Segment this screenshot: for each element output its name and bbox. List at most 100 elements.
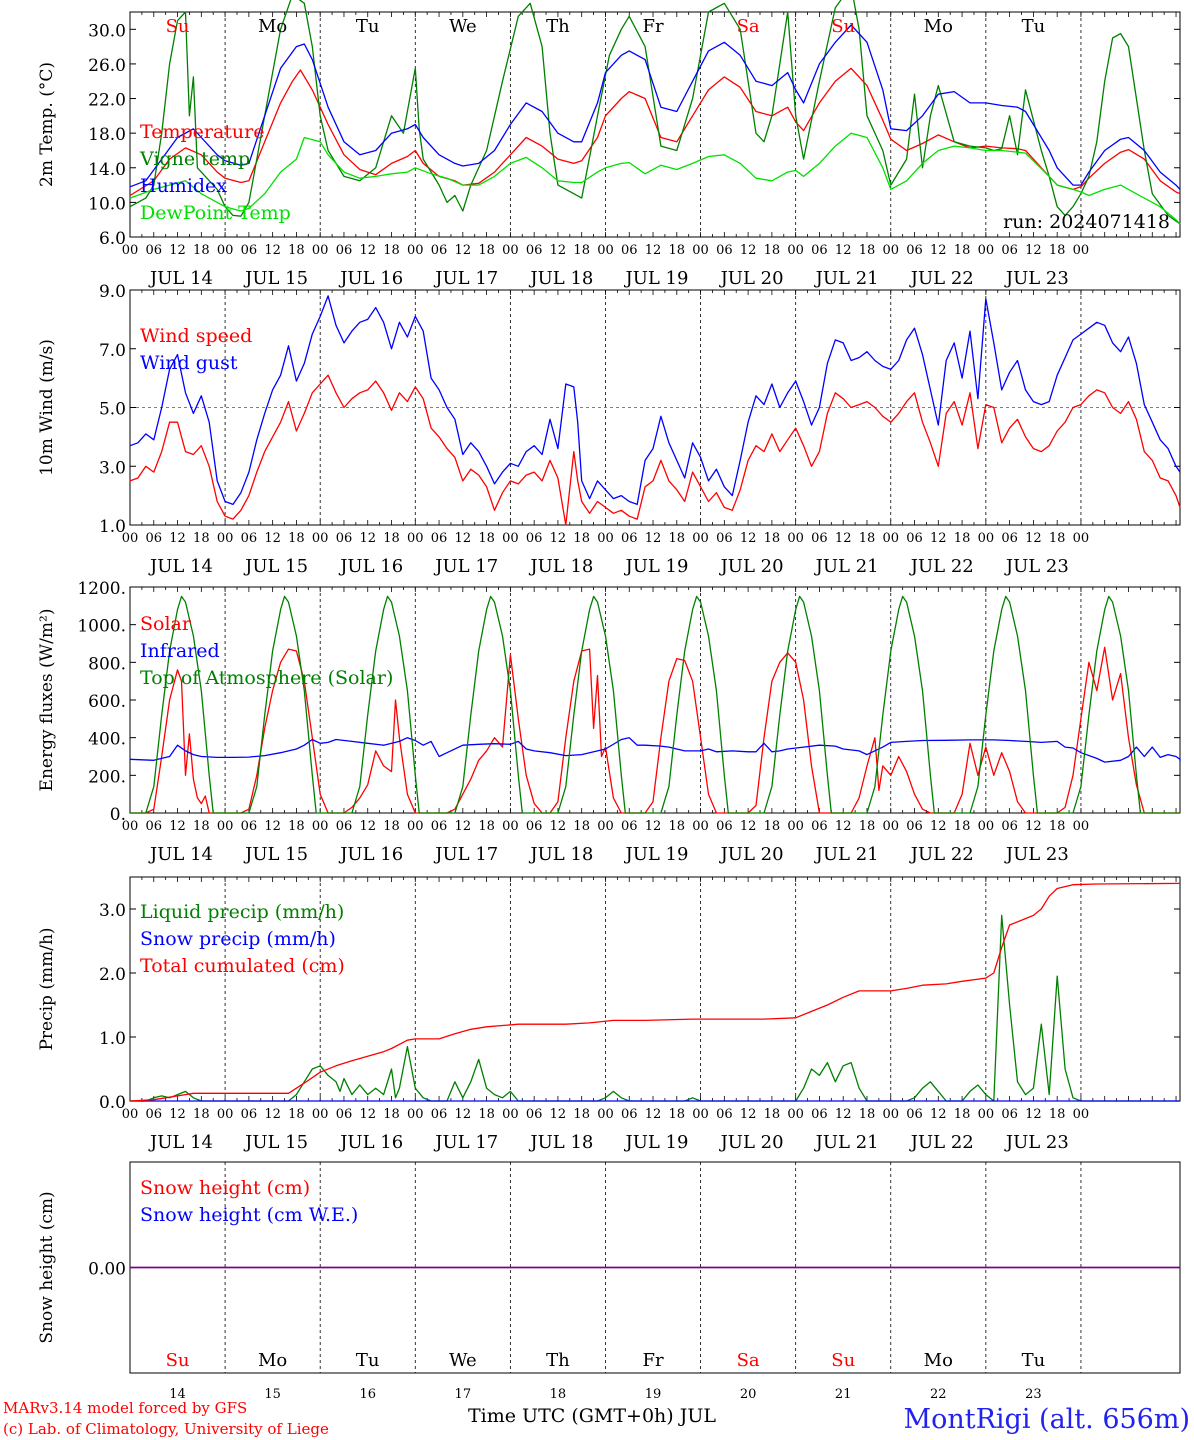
day-name: Tu bbox=[356, 1350, 380, 1371]
legend-entry: Wind gust bbox=[140, 352, 238, 374]
day-name: Fr bbox=[642, 16, 663, 37]
hour-label: 18 bbox=[288, 819, 305, 834]
hour-label: 18 bbox=[954, 243, 971, 258]
hour-label: 12 bbox=[550, 243, 567, 258]
hour-label: 00 bbox=[407, 243, 424, 258]
date-label: JUL 21 bbox=[814, 844, 879, 865]
hour-label: 06 bbox=[906, 243, 923, 258]
hour-label: 12 bbox=[930, 243, 947, 258]
hour-label: 12 bbox=[550, 819, 567, 834]
hour-label: 06 bbox=[336, 1107, 353, 1122]
day-number: 21 bbox=[835, 1387, 852, 1402]
hour-label: 18 bbox=[288, 531, 305, 546]
hour-label: 12 bbox=[455, 243, 472, 258]
hour-label: 18 bbox=[383, 1107, 400, 1122]
day-name: Su bbox=[166, 1350, 190, 1371]
hour-label: 06 bbox=[906, 1107, 923, 1122]
series-line bbox=[129, 882, 1181, 1102]
y-tick-label: 0.0 bbox=[99, 1093, 126, 1113]
hour-label: 12 bbox=[645, 819, 662, 834]
day-name: Su bbox=[166, 16, 190, 37]
hour-label: 18 bbox=[573, 1107, 590, 1122]
hour-label: 00 bbox=[1073, 819, 1090, 834]
hour-label: 00 bbox=[692, 1107, 709, 1122]
day-number: 16 bbox=[359, 1387, 376, 1402]
hour-label: 12 bbox=[740, 243, 757, 258]
day-number: 19 bbox=[645, 1387, 662, 1402]
hour-label: 00 bbox=[1073, 1107, 1090, 1122]
date-label: JUL 17 bbox=[433, 1132, 498, 1153]
hour-label: 18 bbox=[764, 819, 781, 834]
y-tick-label: 1.0 bbox=[99, 517, 126, 537]
hour-label: 18 bbox=[478, 531, 495, 546]
hour-label: 00 bbox=[407, 819, 424, 834]
hour-label: 06 bbox=[811, 1107, 828, 1122]
hour-label: 12 bbox=[645, 1107, 662, 1122]
hour-label: 12 bbox=[359, 531, 376, 546]
hour-label: 06 bbox=[336, 819, 353, 834]
hour-label: 12 bbox=[740, 531, 757, 546]
hour-label: 12 bbox=[359, 243, 376, 258]
day-name: Mo bbox=[258, 1350, 287, 1371]
date-label: JUL 17 bbox=[433, 268, 498, 289]
date-label: JUL 18 bbox=[528, 844, 593, 865]
day-number: 17 bbox=[455, 1387, 472, 1402]
date-label: JUL 22 bbox=[909, 844, 974, 865]
hour-label: 06 bbox=[146, 531, 163, 546]
hour-label: 12 bbox=[264, 243, 281, 258]
date-label: JUL 22 bbox=[909, 556, 974, 577]
hour-label: 18 bbox=[669, 243, 686, 258]
y-tick-label: 5.0 bbox=[99, 400, 126, 420]
hour-label: 18 bbox=[573, 243, 590, 258]
hour-label: 12 bbox=[740, 819, 757, 834]
hour-label: 18 bbox=[573, 819, 590, 834]
hour-label: 18 bbox=[1049, 1107, 1066, 1122]
y-tick-label: 9.0 bbox=[99, 282, 126, 302]
hour-label: 00 bbox=[597, 243, 614, 258]
hour-label: 00 bbox=[502, 243, 519, 258]
hour-label: 00 bbox=[122, 1107, 139, 1122]
y-tick-label: 10.0 bbox=[88, 194, 126, 214]
hour-label: 18 bbox=[288, 243, 305, 258]
y-axis-label: 10m Wind (m/s) bbox=[37, 339, 57, 476]
hour-label: 06 bbox=[621, 819, 638, 834]
hour-label: 12 bbox=[740, 1107, 757, 1122]
hour-label: 18 bbox=[193, 1107, 210, 1122]
series-line bbox=[129, 295, 1181, 506]
hour-label: 06 bbox=[336, 243, 353, 258]
plot-frame bbox=[129, 11, 1181, 238]
hour-label: 12 bbox=[264, 531, 281, 546]
hour-label: 06 bbox=[146, 243, 163, 258]
hour-label: 18 bbox=[383, 531, 400, 546]
y-tick-label: 1200. bbox=[77, 579, 126, 599]
date-label: JUL 16 bbox=[338, 1132, 403, 1153]
day-number: 20 bbox=[740, 1387, 757, 1402]
series-line bbox=[129, 737, 1181, 763]
date-label: JUL 18 bbox=[528, 268, 593, 289]
hour-label: 00 bbox=[597, 1107, 614, 1122]
hour-label: 12 bbox=[835, 531, 852, 546]
series-line bbox=[129, 0, 1181, 225]
hour-label: 06 bbox=[431, 819, 448, 834]
date-label: JUL 19 bbox=[623, 844, 688, 865]
hour-label: 12 bbox=[835, 243, 852, 258]
day-name: Tu bbox=[1022, 16, 1046, 37]
day-number: 23 bbox=[1025, 1387, 1042, 1402]
hour-label: 18 bbox=[669, 531, 686, 546]
x-axis-title: Time UTC (GMT+0h) JUL bbox=[468, 1405, 716, 1427]
hour-label: 00 bbox=[122, 819, 139, 834]
hour-label: 00 bbox=[978, 819, 995, 834]
day-number: 14 bbox=[169, 1387, 186, 1402]
model-credit: MARv3.14 model forced by GFS bbox=[3, 1399, 247, 1417]
hour-label: 00 bbox=[217, 243, 234, 258]
hour-label: 00 bbox=[787, 819, 804, 834]
day-name: Th bbox=[546, 16, 570, 37]
date-label: JUL 17 bbox=[433, 844, 498, 865]
date-label: JUL 18 bbox=[528, 1132, 593, 1153]
footer: MARv3.14 model forced by GFS (c) Lab. of… bbox=[3, 1399, 1190, 1438]
hour-label: 12 bbox=[1025, 1107, 1042, 1122]
y-axis-label: Precip (mm/h) bbox=[37, 927, 57, 1050]
hour-label: 12 bbox=[169, 819, 186, 834]
hour-label: 00 bbox=[1073, 531, 1090, 546]
